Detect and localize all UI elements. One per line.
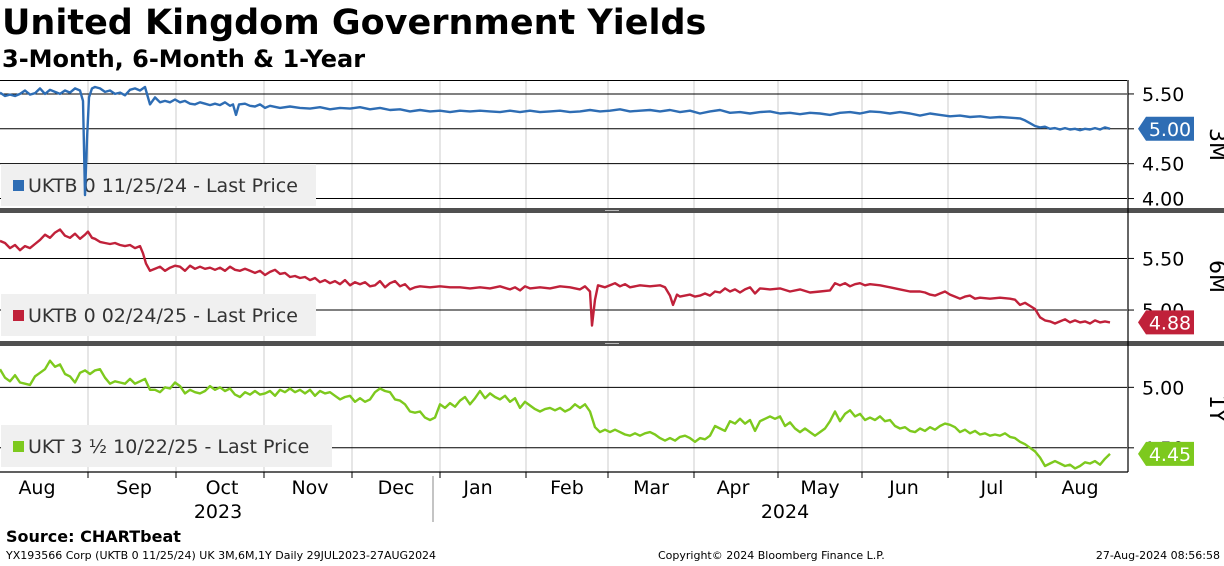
last-price-tag-6M xyxy=(1138,310,1194,335)
legend-label-6M: UKTB 0 02/24/25 - Last Price xyxy=(28,305,298,327)
legend-swatch-1Y xyxy=(13,441,24,452)
x-tick-label: Feb xyxy=(550,477,584,499)
x-tick-label: Jun xyxy=(888,477,919,499)
panel-label-3M: 3M xyxy=(1204,128,1224,161)
x-tick-label: Aug xyxy=(18,477,55,499)
legend-box-3M xyxy=(1,164,316,206)
x-tick-label: Jul xyxy=(980,477,1004,499)
legend-box-6M xyxy=(1,294,316,336)
legend-label-1Y: UKT 3 ½ 10/22/25 - Last Price xyxy=(28,436,309,458)
series-line-3M xyxy=(0,85,1111,197)
panel-label-6M: 6M xyxy=(1204,260,1224,293)
last-price-tag-1Y xyxy=(1138,441,1194,466)
x-tick-label: Nov xyxy=(291,477,328,499)
x-tick-label: Dec xyxy=(378,477,415,499)
x-tick-label: May xyxy=(800,477,839,499)
x-year-label: 2023 xyxy=(194,501,242,523)
x-tick-label: Sep xyxy=(116,477,152,499)
chart-title: United Kingdom Government Yields xyxy=(2,3,707,43)
x-year-label: 2024 xyxy=(761,501,809,523)
x-tick-label: Oct xyxy=(206,477,239,499)
y-tick-label-3M: 4.50 xyxy=(1142,154,1184,176)
y-tick-label-6M: 5.50 xyxy=(1142,248,1184,270)
footer-timestamp: 27-Aug-2024 08:56:58 xyxy=(1095,549,1220,562)
series-line-1Y xyxy=(0,359,1111,470)
last-price-value-3M: 5.00 xyxy=(1149,119,1191,141)
legend-label-3M: UKTB 0 11/25/24 - Last Price xyxy=(28,175,298,197)
last-price-value-1Y: 4.45 xyxy=(1149,444,1191,466)
footer-copyright: Copyright© 2024 Bloomberg Finance L.P. xyxy=(658,549,885,562)
series-line-6M xyxy=(0,228,1111,327)
x-tick-label: Mar xyxy=(633,477,669,499)
footer-security: YX193566 Corp (UKTB 0 11/25/24) UK 3M,6M… xyxy=(6,549,437,562)
legend-swatch-6M xyxy=(13,310,24,321)
y-tick-label-3M: 4.00 xyxy=(1142,189,1184,211)
legend-swatch-3M xyxy=(13,180,24,191)
x-tick-label: Aug xyxy=(1061,477,1098,499)
legend-box-1Y xyxy=(1,425,332,467)
x-tick-label: Jan xyxy=(462,477,492,499)
y-tick-label-1Y: 5.00 xyxy=(1142,377,1184,399)
y-tick-label-3M: 5.50 xyxy=(1142,84,1184,106)
panel-label-1Y: 1Y xyxy=(1204,395,1224,423)
last-price-tag-3M xyxy=(1138,116,1194,141)
source-note: Source: CHARTbeat xyxy=(6,527,181,546)
x-tick-label: Apr xyxy=(717,477,750,499)
last-price-value-6M: 4.88 xyxy=(1149,312,1191,334)
chart-subtitle: 3-Month, 6-Month & 1-Year xyxy=(2,45,366,73)
